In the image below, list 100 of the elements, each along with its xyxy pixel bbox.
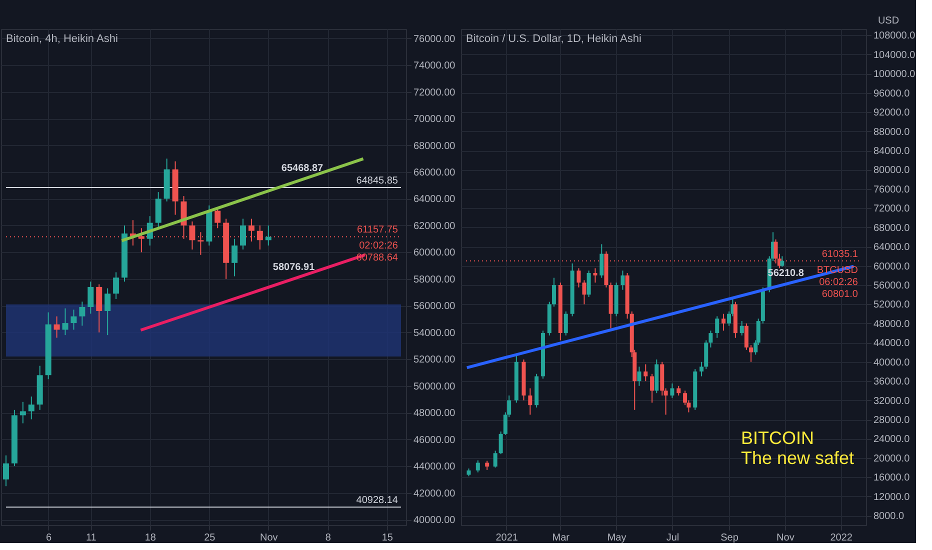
- x-tick-label: Nov: [260, 532, 278, 544]
- y-tick-label: 104000.0: [874, 50, 916, 61]
- candlestick: [265, 224, 272, 246]
- x-tick-label: 8: [325, 532, 332, 544]
- candlestick: [476, 460, 480, 473]
- x-tick-label: Nov: [776, 532, 794, 544]
- annotation: BITCOIN The new safet: [741, 428, 854, 468]
- x-tick-label: 25: [204, 532, 216, 544]
- y-tick-label: 52000.0: [874, 300, 910, 311]
- y-tick-label: 74000.00: [414, 60, 456, 72]
- x-tick-label: Sep: [720, 532, 739, 544]
- y-tick-label: 8000.0: [874, 511, 905, 522]
- y-tick-label: 60000.00: [414, 248, 456, 259]
- candlestick: [700, 361, 704, 377]
- annotation: 02:02:26: [359, 240, 398, 252]
- y-tick-label: 40000.00: [414, 515, 456, 526]
- y-tick-label: 16000.0: [874, 472, 910, 484]
- ref-line-label: 64845.85: [356, 175, 398, 186]
- candlestick: [214, 208, 221, 229]
- y-tick-label: 58000.00: [414, 274, 456, 286]
- y-tick-label: 62000.00: [414, 220, 456, 232]
- y-tick-label: 64000.00: [414, 194, 456, 206]
- candlestick: [240, 218, 246, 250]
- annotation: 58076.91: [272, 262, 316, 273]
- candlestick: [20, 401, 26, 424]
- y-tick-label: 68000.0: [874, 222, 910, 234]
- ref-line-label: 61157.75: [357, 224, 398, 236]
- y-tick-label: 96000.0: [874, 88, 910, 100]
- y-tick-label: 48000.0: [874, 318, 910, 330]
- candlestick: [593, 268, 598, 284]
- x-tick-label: 15: [382, 532, 394, 544]
- candlestick: [113, 272, 120, 300]
- candlestick: [552, 277, 556, 308]
- y-tick-label: 24000.0: [874, 434, 910, 446]
- x-tick-label: 2021: [496, 532, 518, 544]
- annotation: 65468.87: [281, 163, 324, 174]
- candlestick: [104, 288, 111, 336]
- candlestick: [676, 385, 681, 396]
- y-tick-label: 100000.0: [874, 69, 916, 80]
- y-tick-label: 84000.0: [874, 146, 910, 158]
- candlestick: [3, 454, 9, 487]
- candlestick: [744, 322, 748, 350]
- candlestick: [749, 344, 754, 362]
- candlestick: [28, 396, 34, 420]
- ref-line-label: 61035.1: [822, 248, 858, 260]
- candlestick: [62, 308, 68, 336]
- candlestick: [740, 320, 744, 336]
- y-tick-label: 88000.0: [874, 126, 910, 138]
- y-tick-label: 40000.0: [874, 357, 910, 368]
- candlestick: [780, 256, 784, 268]
- candlestick: [498, 431, 503, 455]
- x-tick-label: May: [607, 532, 626, 544]
- candlestick: [232, 238, 238, 277]
- candlestick: [485, 460, 490, 470]
- ref-line-label: 40928.14: [356, 495, 398, 506]
- y-tick-label: 56000.00: [414, 301, 456, 312]
- candlestick: [644, 364, 648, 382]
- candlestick: [637, 366, 642, 386]
- y-tick-label: 44000.0: [874, 338, 910, 350]
- y-tick-label: 52000.00: [414, 354, 456, 366]
- candlestick: [54, 316, 60, 338]
- annotation: 60788.64: [356, 252, 398, 264]
- chart-title: Bitcoin / U.S. Dollar, 1D, Heikin Ashi: [466, 33, 642, 45]
- candlestick: [582, 280, 586, 305]
- y-tick-label: 56000.0: [874, 280, 910, 292]
- y-tick-label: 28000.0: [874, 415, 910, 426]
- x-tick-label: 2022: [830, 532, 853, 544]
- candlestick: [586, 270, 591, 298]
- candlestick: [564, 310, 568, 336]
- y-tick-label: 42000.00: [414, 488, 456, 500]
- y-tick-label: 54000.00: [414, 328, 456, 339]
- candlestick: [722, 313, 726, 332]
- y-tick-label: 12000.0: [874, 492, 910, 503]
- y-tick-label: 66000.00: [414, 168, 456, 179]
- candlestick: [620, 270, 625, 290]
- candlestick: [493, 450, 498, 468]
- candlestick: [528, 388, 532, 416]
- y-tick-label: 76000.0: [874, 184, 910, 196]
- y-tick-label: 48000.00: [414, 408, 456, 420]
- y-tick-label: 76000.00: [414, 34, 456, 45]
- y-tick-label: 92000.0: [874, 108, 910, 119]
- candlestick: [708, 330, 713, 348]
- candlestick: [600, 244, 604, 278]
- candlestick: [70, 309, 77, 330]
- annotation: 60801.0: [822, 288, 858, 300]
- y-tick-label: 60000.0: [874, 261, 910, 272]
- candlestick: [256, 224, 263, 250]
- y-tick-label: 108000.0: [874, 30, 916, 42]
- y-axis-title: USD: [878, 16, 900, 26]
- y-tick-label: 46000.00: [414, 434, 456, 446]
- candlestick: [670, 382, 674, 398]
- y-tick-label: 32000.0: [874, 396, 910, 407]
- y-tick-label: 68000.00: [414, 140, 456, 152]
- y-tick-label: 72000.0: [874, 204, 910, 215]
- x-tick-label: 11: [86, 532, 97, 544]
- y-tick-label: 50000.00: [414, 381, 456, 392]
- y-tick-label: 80000.0: [874, 165, 910, 176]
- y-tick-label: 64000.0: [874, 242, 910, 254]
- annotation: 06:02:26: [819, 276, 858, 288]
- x-tick-label: 6: [46, 532, 52, 544]
